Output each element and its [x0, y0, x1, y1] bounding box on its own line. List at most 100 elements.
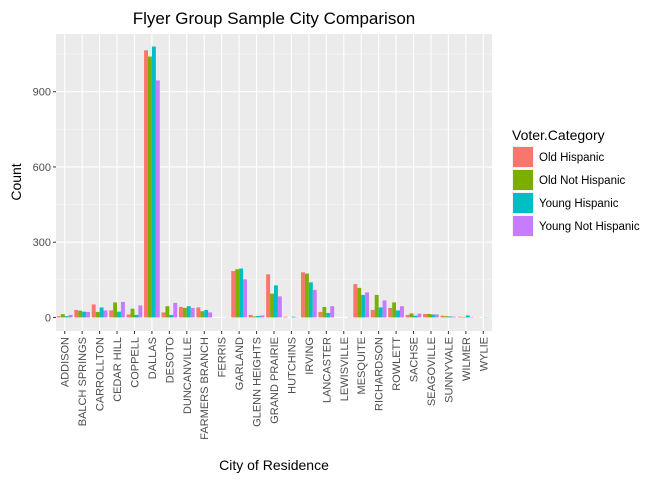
bar — [200, 311, 205, 318]
bar — [68, 314, 73, 318]
bar — [365, 292, 370, 318]
bar — [277, 296, 282, 318]
bar — [248, 314, 253, 318]
y-axis-title: Count — [8, 163, 24, 200]
y-tick-label: 900 — [33, 87, 51, 99]
bar — [266, 274, 271, 318]
legend-label: Young Not Hispanic — [539, 221, 640, 233]
x-tick-label: DESOTO — [164, 337, 176, 384]
x-tick-label: WILMER — [461, 337, 473, 381]
bar — [388, 307, 393, 318]
bar — [312, 289, 317, 318]
x-tick-label: SUNNYVALE — [443, 337, 455, 403]
bar — [417, 313, 422, 318]
bar — [469, 316, 474, 318]
bar — [308, 282, 313, 318]
x-tick-label: FERRIS — [217, 337, 229, 377]
legend-label: Young Hispanic — [539, 198, 619, 210]
bar — [144, 50, 148, 318]
bar — [256, 315, 261, 318]
bar — [374, 294, 379, 318]
bar — [130, 308, 135, 318]
bar — [113, 302, 118, 318]
bar — [301, 272, 305, 318]
bar — [413, 315, 418, 318]
bar — [109, 310, 114, 318]
grid-major — [56, 34, 492, 331]
bar — [138, 305, 143, 318]
y-tick-label: 300 — [33, 237, 51, 249]
bar — [155, 80, 160, 318]
x-tick-label: GRAND PRAIRIE — [269, 337, 281, 424]
x-tick-label: FARMERS BRANCH — [199, 337, 211, 440]
bar — [357, 287, 362, 318]
x-tick-label: RICHARDSON — [374, 337, 386, 411]
bars-layer — [56, 46, 492, 318]
bar — [461, 316, 466, 318]
x-tick-label: GARLAND — [234, 337, 246, 390]
bar — [361, 294, 366, 318]
x-tick-label: MESQUITE — [356, 337, 368, 394]
x-axis-title: City of Residence — [219, 457, 329, 473]
x-tick-label: CARROLLTON — [95, 337, 107, 411]
x-tick-label: LANCASTER — [321, 337, 333, 403]
bar — [326, 312, 331, 318]
bar — [322, 306, 327, 318]
bar — [252, 316, 257, 318]
bar — [82, 311, 87, 318]
legend-title: Voter.Category — [512, 127, 605, 143]
x-tick-label: WYLIE — [478, 337, 490, 371]
bar — [117, 311, 121, 318]
bar — [64, 316, 69, 318]
bar — [400, 306, 404, 318]
bar — [208, 312, 213, 318]
x-tick-label: HUTCHINS — [286, 337, 298, 394]
bar — [430, 314, 435, 318]
bar — [270, 293, 274, 318]
bar — [444, 316, 449, 318]
bar — [409, 313, 414, 318]
bar — [182, 307, 187, 318]
bar — [91, 304, 96, 318]
bar — [382, 300, 387, 318]
bar — [78, 310, 83, 318]
x-axis: ADDISON BALCH SPRINGS CARROLLTON CEDAR HILL… — [60, 331, 490, 440]
bar — [60, 314, 65, 318]
bar — [151, 46, 156, 318]
bar — [169, 314, 174, 318]
bar — [173, 302, 178, 318]
bar — [392, 302, 397, 318]
x-tick-label: COPPELL — [129, 337, 141, 388]
legend-label: Old Hispanic — [539, 152, 604, 164]
bar — [243, 279, 247, 318]
bar — [126, 314, 131, 318]
legend-swatch — [513, 193, 533, 213]
bar — [120, 301, 125, 318]
bar — [448, 316, 453, 318]
legend-label: Old Not Hispanic — [539, 175, 626, 187]
x-tick-label: ADDISON — [60, 337, 72, 387]
bar — [396, 310, 400, 318]
x-tick-label: DUNCANVILLE — [182, 337, 194, 414]
x-tick-label: BALCH SPRINGS — [77, 337, 89, 426]
bar — [378, 307, 383, 318]
bar — [235, 269, 240, 318]
bar — [304, 273, 309, 318]
bar — [457, 316, 462, 318]
legend: Voter.Category Old Hispanic Old Not Hispa… — [512, 127, 640, 237]
bar — [103, 310, 108, 318]
bar — [353, 284, 358, 318]
legend-swatch — [513, 170, 533, 190]
bar — [434, 314, 439, 318]
x-tick-label: GLENN HEIGHTS — [252, 337, 264, 427]
y-tick-label: 600 — [33, 162, 51, 174]
bar — [283, 316, 288, 318]
bar — [427, 313, 431, 318]
bar — [134, 314, 139, 318]
bar — [370, 309, 375, 318]
bar — [291, 316, 296, 318]
bar — [452, 316, 457, 318]
x-tick-label: DALLAS — [147, 337, 159, 379]
bar — [86, 311, 90, 318]
